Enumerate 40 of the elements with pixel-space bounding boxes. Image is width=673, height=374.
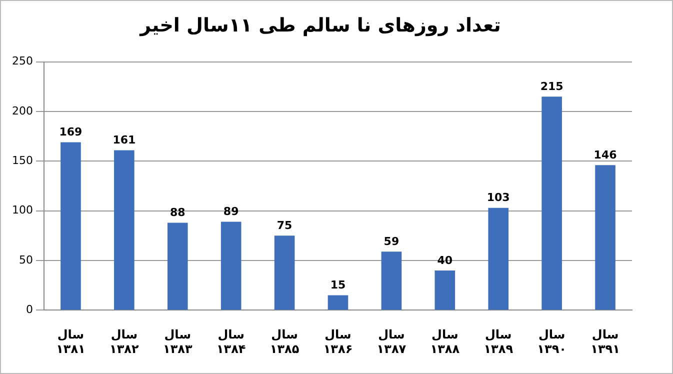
- bar: [220, 222, 242, 310]
- x-tick-label: سال ۱۳۸۸: [430, 328, 460, 356]
- data-label: 88: [170, 206, 186, 220]
- data-label: 75: [276, 219, 292, 232]
- bar: [434, 270, 456, 310]
- data-label: 15: [330, 278, 346, 292]
- x-tick-label: سال ۱۳۹۱: [590, 328, 620, 356]
- data-label: 40: [437, 254, 453, 267]
- y-tick-label: 200: [12, 104, 33, 118]
- x-tick-label: سال ۱۳۸۵: [270, 328, 300, 356]
- data-label: 89: [223, 205, 239, 218]
- bar: [595, 165, 616, 310]
- data-label: 146: [594, 148, 618, 162]
- chart-title: تعداد روزهای نا سالم طی ۱۱سال اخیر: [139, 14, 501, 36]
- y-tick-label: 50: [18, 253, 33, 266]
- bar: [167, 222, 188, 310]
- data-label: 59: [384, 234, 400, 248]
- x-tick-label: سال ۱۳۸۲: [110, 328, 140, 356]
- x-tick-label: سال ۱۳۸۹: [484, 328, 514, 356]
- y-tick-label: 150: [12, 154, 33, 168]
- data-label: 103: [486, 191, 510, 204]
- x-tick-label: سال ۱۳۸۷: [376, 328, 407, 356]
- bar: [274, 236, 295, 310]
- bar: [381, 252, 402, 310]
- x-tick-label: سال ۱۳۸۱: [56, 328, 86, 356]
- x-tick-label: سال ۱۳۸۳: [162, 328, 193, 356]
- data-label: 161: [112, 134, 136, 147]
- x-tick-label: سال ۱۳۸۴: [216, 328, 246, 356]
- y-tick-label: 250: [12, 54, 33, 68]
- x-tick-label: سال ۱۳۹۰: [537, 328, 566, 356]
- bar: [542, 96, 562, 310]
- x-tick-label: سال ۱۳۸۶: [323, 328, 353, 356]
- y-tick-label: 0: [26, 303, 33, 316]
- bar: [328, 295, 348, 310]
- y-tick-label: 100: [12, 204, 33, 217]
- bar: [60, 142, 81, 310]
- data-label: 215: [540, 80, 564, 93]
- data-label: 169: [59, 126, 82, 139]
- bar: [488, 208, 509, 310]
- bar: [114, 150, 134, 310]
